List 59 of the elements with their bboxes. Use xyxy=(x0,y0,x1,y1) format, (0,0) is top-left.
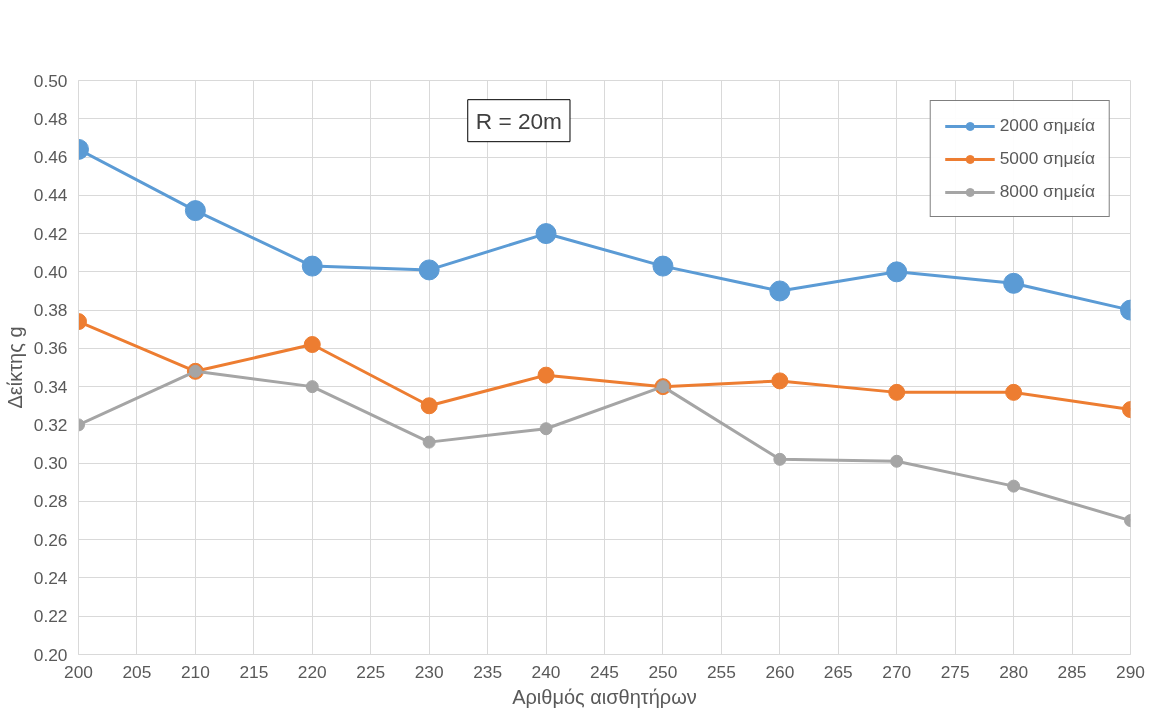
y-tick-label: 0.36 xyxy=(33,338,68,359)
x-tick-label: 230 xyxy=(414,661,444,682)
point xyxy=(773,452,787,466)
y-tick-label: 0.22 xyxy=(33,606,68,627)
y-tick-label: 0.24 xyxy=(33,567,68,588)
x-tick-label: 235 xyxy=(473,661,503,682)
point xyxy=(420,397,438,415)
x-tick-label: 270 xyxy=(882,661,912,682)
point xyxy=(652,255,674,277)
annotation: R = 20m xyxy=(475,107,563,134)
point xyxy=(301,255,323,277)
x-tick-label: 225 xyxy=(356,661,386,682)
legend-label: 2000 σημεία xyxy=(999,115,1095,136)
y-tick-label: 0.28 xyxy=(33,491,68,512)
y-tick-label: 0.40 xyxy=(33,261,68,282)
x-tick-label: 240 xyxy=(531,661,561,682)
y-tick-label: 0.46 xyxy=(33,147,68,168)
point xyxy=(771,372,789,390)
x-tick-label: 215 xyxy=(239,661,269,682)
point xyxy=(1007,479,1021,493)
x-tick-label: 280 xyxy=(999,661,1029,682)
y-tick-label: 0.50 xyxy=(33,70,68,91)
point xyxy=(303,336,321,354)
y-tick-label: 0.30 xyxy=(33,453,68,474)
point xyxy=(769,280,791,302)
y-tick-label: 0.26 xyxy=(33,529,68,550)
legend-label: 8000 σημεία xyxy=(999,181,1095,202)
y-tick-label: 0.42 xyxy=(33,223,68,244)
x-tick-label: 220 xyxy=(297,661,327,682)
point xyxy=(422,435,436,449)
x-tick-label: 205 xyxy=(122,661,152,682)
point xyxy=(539,422,553,436)
point xyxy=(888,383,906,401)
point xyxy=(418,259,440,281)
x-tick-label: 250 xyxy=(648,661,678,682)
y-tick-label: 0.34 xyxy=(33,376,68,397)
y-tick-label: 0.32 xyxy=(33,414,68,435)
x-tick-label: 285 xyxy=(1057,661,1087,682)
point xyxy=(535,223,557,245)
x-tick-label: 255 xyxy=(706,661,736,682)
y-tick-label: 0.38 xyxy=(33,300,68,321)
point xyxy=(184,200,206,222)
point xyxy=(1003,272,1025,294)
x-tick-label: 290 xyxy=(1116,661,1145,682)
x-tick-label: 210 xyxy=(180,661,210,682)
y-tick-label: 0.48 xyxy=(33,108,68,129)
point xyxy=(886,261,908,283)
y-tick-label: 0.44 xyxy=(33,185,68,206)
x-tick-label: 265 xyxy=(823,661,853,682)
legend-label: 5000 σημεία xyxy=(999,148,1095,169)
point xyxy=(305,380,319,394)
point xyxy=(1005,383,1023,401)
point xyxy=(537,366,555,384)
x-tick-label: 275 xyxy=(940,661,970,682)
x-tick-label: 245 xyxy=(590,661,619,682)
x-tick-label: 260 xyxy=(765,661,795,682)
y-axis-title: Δείκτης g xyxy=(3,326,26,409)
x-axis-title: Αριθμός αισθητήρων xyxy=(512,685,697,708)
point xyxy=(890,454,904,468)
